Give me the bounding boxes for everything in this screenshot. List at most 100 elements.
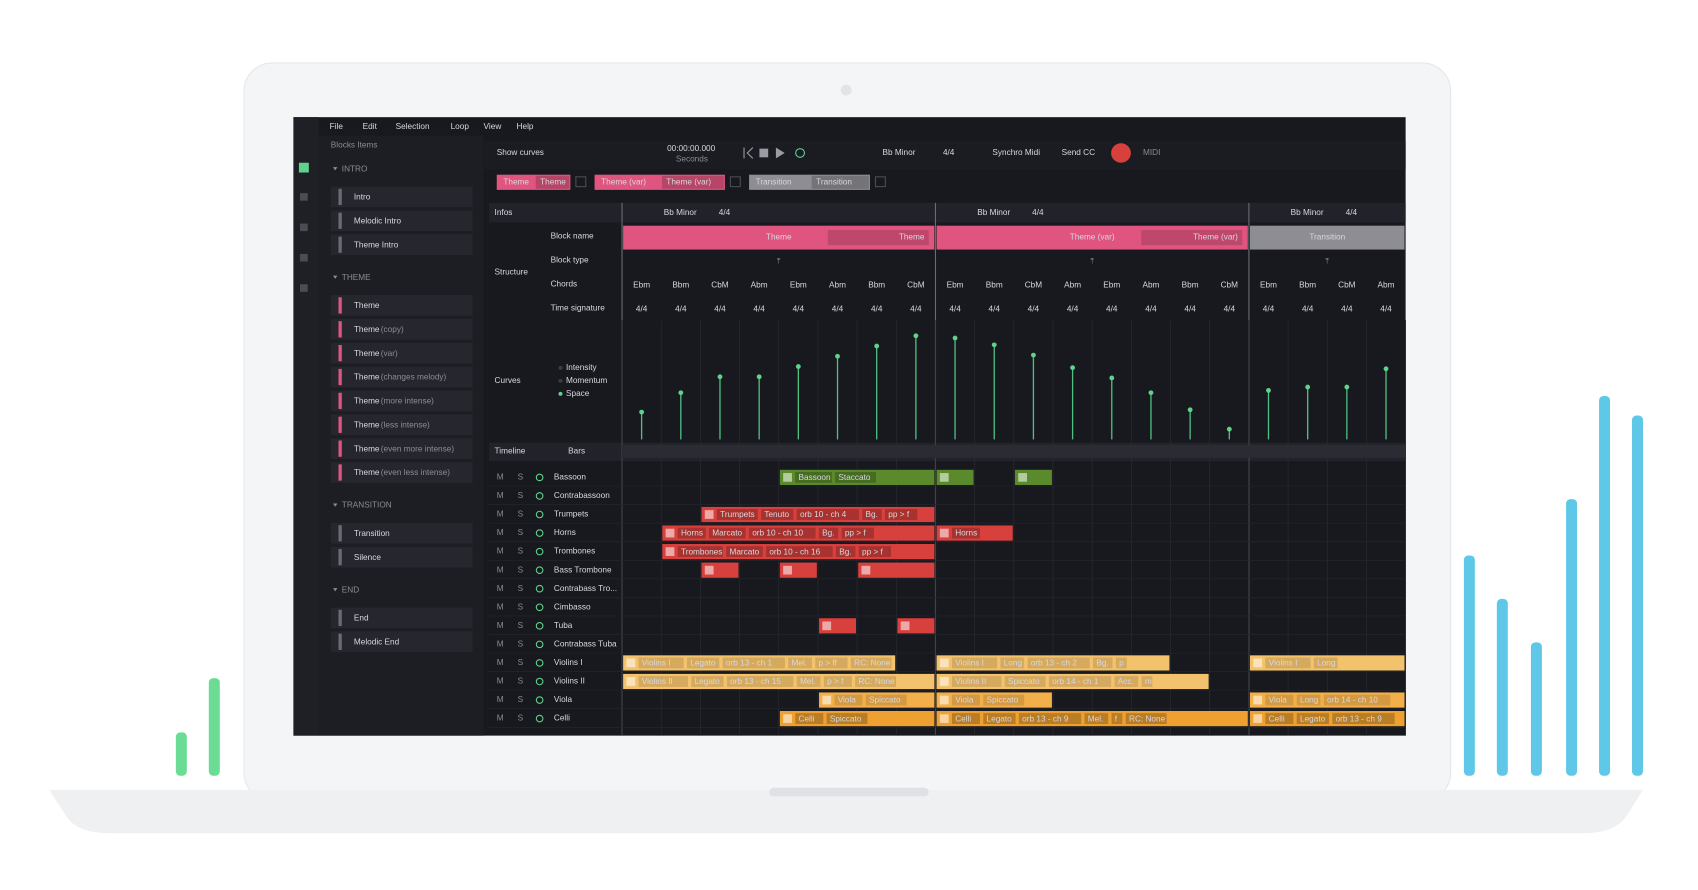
clip[interactable] bbox=[623, 673, 935, 690]
block-item[interactable] bbox=[330, 210, 473, 232]
track-power[interactable] bbox=[535, 603, 544, 612]
track-button[interactable]: S bbox=[518, 547, 524, 556]
block-item[interactable] bbox=[330, 390, 473, 412]
block-item[interactable] bbox=[330, 462, 473, 483]
track-power[interactable] bbox=[535, 510, 544, 519]
track-button[interactable]: M bbox=[497, 658, 504, 667]
block-item[interactable] bbox=[330, 342, 473, 364]
section-title: END bbox=[342, 585, 359, 594]
curve-option-dot[interactable] bbox=[558, 391, 563, 396]
track-power[interactable] bbox=[535, 622, 544, 630]
track-power[interactable] bbox=[535, 584, 544, 593]
track-button[interactable]: S bbox=[518, 565, 524, 574]
synchro-midi-button[interactable]: Synchro Midi bbox=[992, 148, 1040, 157]
track-button[interactable]: M bbox=[497, 528, 504, 537]
track-button[interactable]: M bbox=[497, 565, 504, 574]
track-button[interactable]: M bbox=[497, 584, 504, 593]
track-power[interactable] bbox=[535, 696, 544, 704]
clip[interactable] bbox=[936, 525, 1013, 541]
block-item[interactable] bbox=[330, 318, 473, 340]
track-button[interactable]: M bbox=[497, 473, 504, 482]
track-power[interactable] bbox=[535, 473, 544, 482]
track-power[interactable] bbox=[535, 547, 544, 556]
track-power[interactable] bbox=[535, 640, 544, 649]
play-button[interactable] bbox=[775, 147, 785, 159]
loop-button[interactable] bbox=[795, 148, 806, 158]
rewind-button[interactable] bbox=[743, 147, 754, 159]
record-button[interactable] bbox=[1111, 143, 1131, 163]
track-button[interactable]: S bbox=[518, 658, 524, 667]
menu-item[interactable]: View bbox=[484, 122, 502, 131]
menu-item[interactable]: Edit bbox=[363, 122, 378, 131]
tab[interactable] bbox=[749, 174, 870, 190]
menu-item[interactable]: Loop bbox=[451, 122, 470, 131]
chord: Ebm bbox=[1103, 281, 1120, 290]
track-power[interactable] bbox=[535, 659, 544, 667]
track-button[interactable]: S bbox=[518, 491, 524, 500]
clip[interactable] bbox=[936, 673, 1209, 690]
menu-item[interactable]: File bbox=[330, 122, 344, 131]
clip[interactable] bbox=[779, 469, 935, 485]
track-button[interactable]: M bbox=[497, 677, 504, 686]
block-item[interactable] bbox=[330, 366, 473, 388]
track-button[interactable]: M bbox=[497, 695, 504, 704]
block-item[interactable] bbox=[330, 186, 473, 208]
track-button[interactable]: S bbox=[518, 621, 524, 630]
block-item[interactable] bbox=[330, 607, 473, 629]
clip-tag bbox=[1084, 713, 1109, 725]
track-button[interactable]: S bbox=[518, 510, 524, 519]
track-button[interactable]: M bbox=[497, 510, 504, 519]
clip[interactable] bbox=[623, 655, 896, 671]
track-button[interactable]: S bbox=[518, 677, 524, 686]
track-button[interactable]: M bbox=[497, 491, 504, 500]
block-item[interactable] bbox=[330, 234, 473, 255]
block-item[interactable] bbox=[330, 522, 473, 544]
clip[interactable] bbox=[701, 506, 935, 523]
track-button[interactable]: S bbox=[518, 528, 524, 537]
track-power[interactable] bbox=[535, 566, 544, 574]
track-button[interactable]: S bbox=[518, 473, 524, 482]
block-item[interactable] bbox=[330, 414, 473, 436]
track-button[interactable]: M bbox=[497, 621, 504, 630]
track-button[interactable]: S bbox=[518, 640, 524, 649]
clip[interactable] bbox=[936, 692, 1052, 708]
track-button[interactable]: M bbox=[497, 714, 504, 723]
block-item[interactable] bbox=[330, 546, 473, 568]
clip[interactable] bbox=[1250, 711, 1405, 727]
clip[interactable] bbox=[819, 692, 935, 708]
track-button[interactable]: S bbox=[518, 602, 524, 611]
clip[interactable] bbox=[779, 711, 935, 727]
menu-item[interactable]: Selection bbox=[396, 122, 430, 131]
track-button[interactable]: S bbox=[518, 695, 524, 704]
block-item[interactable] bbox=[330, 438, 473, 459]
clip[interactable] bbox=[1250, 692, 1405, 708]
tab[interactable] bbox=[594, 174, 725, 190]
stop-button[interactable] bbox=[759, 148, 769, 158]
chord: CbM bbox=[1338, 281, 1356, 290]
clip-badge bbox=[704, 510, 714, 519]
clip[interactable] bbox=[936, 655, 1170, 671]
track-button[interactable]: S bbox=[518, 714, 524, 723]
clip[interactable] bbox=[858, 562, 935, 578]
clip[interactable] bbox=[662, 525, 935, 541]
track-button[interactable]: M bbox=[497, 602, 504, 611]
show-curves-button[interactable]: Show curves bbox=[497, 148, 544, 157]
timeline-unit[interactable]: Bars bbox=[568, 447, 585, 456]
track-button[interactable]: S bbox=[518, 584, 524, 593]
clip[interactable] bbox=[936, 711, 1248, 727]
clip[interactable] bbox=[1250, 655, 1405, 671]
track-power[interactable] bbox=[535, 677, 544, 686]
track-button[interactable]: M bbox=[497, 640, 504, 649]
block-item[interactable] bbox=[330, 295, 473, 316]
track-button[interactable]: M bbox=[497, 547, 504, 556]
clip[interactable] bbox=[662, 544, 935, 560]
track-power[interactable] bbox=[535, 529, 544, 537]
curve-option-dot[interactable] bbox=[558, 378, 563, 383]
block-item[interactable] bbox=[330, 631, 473, 653]
track-power[interactable] bbox=[535, 492, 544, 500]
curve-option-dot[interactable] bbox=[558, 365, 563, 370]
track-power[interactable] bbox=[535, 714, 544, 723]
menu-item[interactable]: Help bbox=[517, 122, 534, 131]
tab[interactable] bbox=[496, 174, 571, 190]
send-cc-button[interactable]: Send CC bbox=[1062, 148, 1096, 157]
